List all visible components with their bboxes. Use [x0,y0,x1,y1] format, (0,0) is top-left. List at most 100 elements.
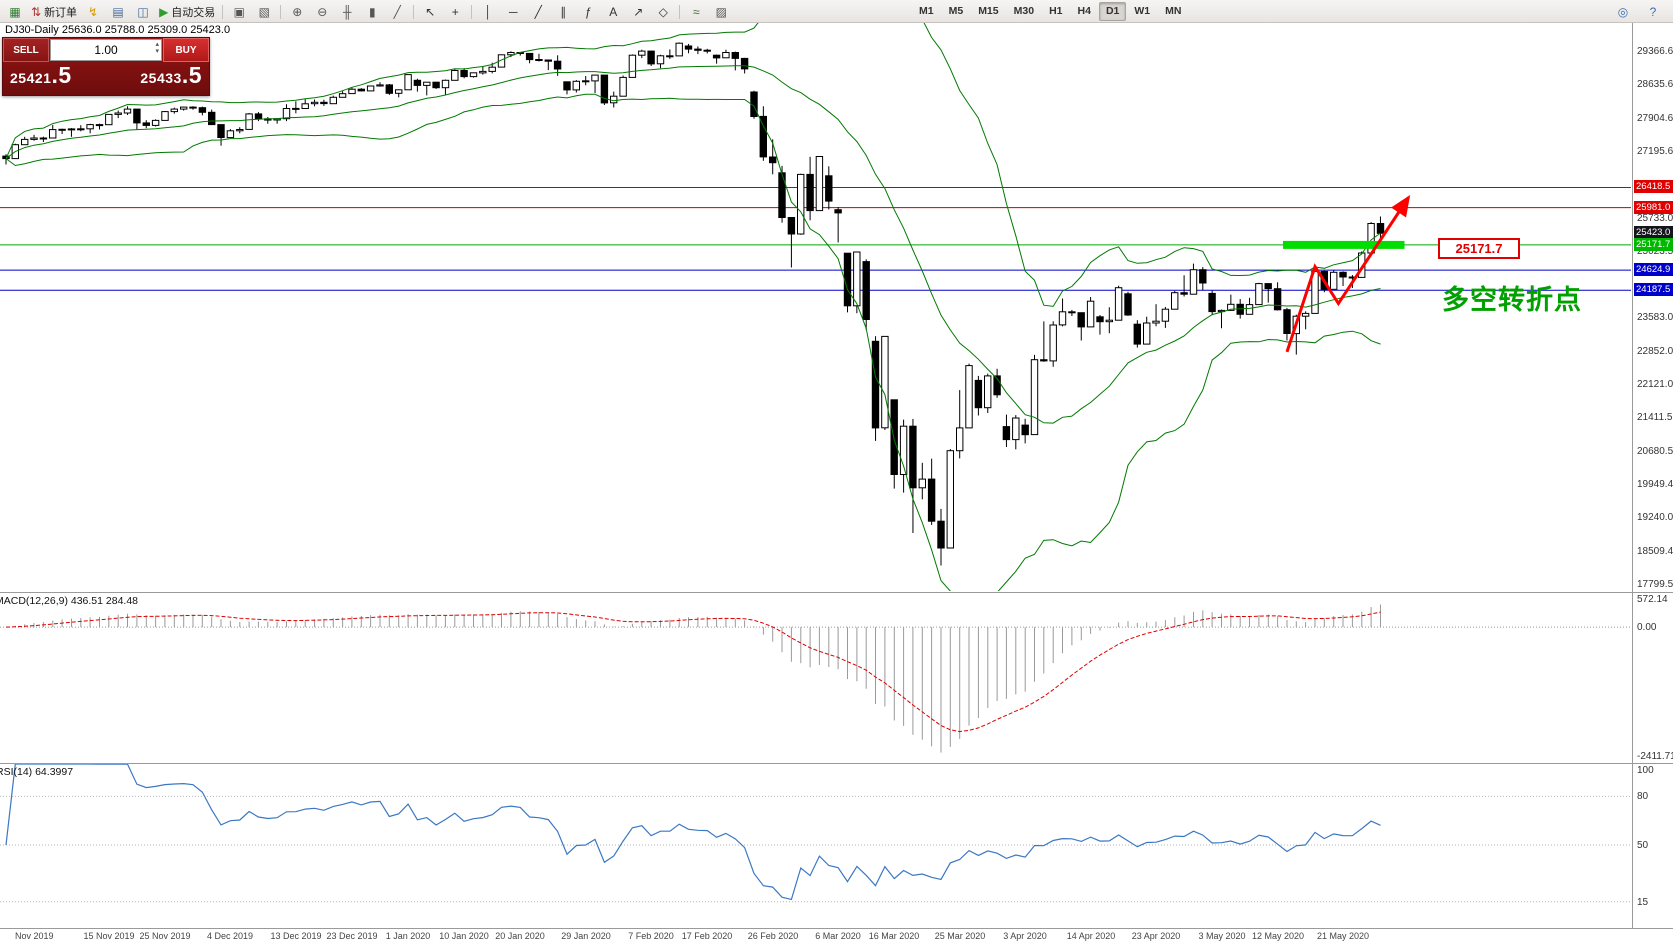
volume-spinner[interactable]: ▴ ▾ [155,41,159,55]
data-window-icon[interactable]: ◫ [131,2,155,22]
toolbar-separator [471,5,473,19]
templates-icon: ▨ [715,5,727,19]
market-watch-icon[interactable]: ▤ [106,2,130,22]
cursor-icon: ↖ [425,5,436,19]
crosshair-icon[interactable]: + [443,2,467,22]
sell-button[interactable]: SELL [3,38,49,62]
cascade-windows-icon[interactable]: ▧ [252,2,276,22]
toolbar-separator [679,5,681,19]
auto-trading-button[interactable]: ▶ 自动交易 [156,2,218,22]
crosshair-icon: + [451,5,459,19]
new-order-icon: ⇅ [31,5,42,19]
volume-value: 1.00 [94,43,118,57]
timeframe-d1[interactable]: D1 [1098,2,1127,21]
timeframe-m30[interactable]: M30 [1013,5,1035,17]
timeframe-m5[interactable]: M5 [948,5,964,17]
macd-panel-layer [0,604,1631,753]
buy-button[interactable]: BUY [163,38,209,62]
one-click-trading-panel: SELL 1.00 ▴ ▾ BUY 25421.5 25433.5 [2,37,210,96]
order-buttons-row: SELL 1.00 ▴ ▾ BUY [3,38,209,62]
new-order-button[interactable]: ⇅ 新订单 [28,2,80,22]
timeframe-m1[interactable]: M1 [919,5,934,17]
new-order-label: 新订单 [44,7,78,19]
timeframe-h1[interactable]: H1 [1049,5,1063,17]
toolbar: ▦ ⇅ 新订单 ↯ ▤ ◫ ▶ 自动交易 ▣ ▧ ⊕ ⊖ ╫ ▮ ╱ ↖ + │ ─ ╱ ∥ ƒ A ↗ ◇ ≈ ▨ M1 M5 M15… [0,0,1673,23]
toolbar-separator [413,5,415,19]
bar-chart-icon[interactable]: ╫ [335,2,359,22]
order-prices-row: 25421.5 25433.5 [3,62,209,88]
buy-price: 25433.5 [140,62,202,88]
line-chart-icon[interactable]: ╱ [385,2,409,22]
cursor-icon[interactable]: ↖ [418,2,442,22]
zoom-in-icon: ⊕ [292,5,303,19]
timeframe-m15[interactable]: M15 [978,5,999,17]
line-chart-icon: ╱ [393,5,401,19]
equidistant-channel-icon[interactable]: ∥ [551,2,575,22]
toolbar-separator [222,5,224,19]
chart-title: DJ30-Daily 25636.0 25788.0 25309.0 25423… [5,24,231,36]
volume-up-icon[interactable]: ▴ [155,41,159,48]
macd-signal-line [5,611,1381,733]
zoom-out-icon[interactable]: ⊖ [310,2,334,22]
new-chart-icon[interactable]: ▦ [3,2,27,22]
trendline-icon: ╱ [534,5,542,19]
quick-trade-icon[interactable]: ↯ [81,2,105,22]
horizontal-line-icon: ─ [509,5,518,19]
toolbar-right-group: ◎? [1611,2,1665,22]
zoom-in-icon[interactable]: ⊕ [285,2,309,22]
market-watch-icon: ▤ [112,5,124,19]
search-icon: ◎ [1617,5,1629,19]
help-icon: ? [1649,5,1657,19]
timeframe-w1[interactable]: W1 [1134,5,1151,17]
rsi-label: RSI(14) 64.3997 [0,766,74,778]
auto-trading-label: 自动交易 [171,7,216,19]
tile-windows-icon: ▣ [233,5,245,19]
volume-down-icon[interactable]: ▾ [155,48,159,55]
text-label-icon: A [609,5,618,19]
bar-chart-icon: ╫ [343,5,352,19]
equidistant-channel-icon: ∥ [560,5,567,19]
candlestick-chart-icon[interactable]: ▮ [360,2,384,22]
search-icon[interactable]: ◎ [1611,2,1635,22]
templates-icon[interactable]: ▨ [709,2,733,22]
macd-label: MACD(12,26,9) 436.51 284.48 [0,595,139,607]
shapes-tool-icon[interactable]: ◇ [651,2,675,22]
bollinger-upper-band [5,23,1381,307]
vertical-line-icon: │ [484,5,493,19]
panel-frame [0,22,1673,929]
timeframe-toolbar: M1 M5 M15 M30 H1 H4 D1 W1 MN [912,2,1188,21]
price-level-label: 25171.7 [1438,238,1520,259]
auto-trading-icon: ▶ [159,5,169,19]
zoom-out-icon: ⊖ [317,5,328,19]
timeframe-mn[interactable]: MN [1165,5,1182,17]
volume-input[interactable]: 1.00 ▴ ▾ [50,39,162,61]
fibonacci-icon[interactable]: ƒ [576,2,600,22]
indicators-icon[interactable]: ≈ [684,2,708,22]
text-label-icon[interactable]: A [601,2,625,22]
trendline-icon[interactable]: ╱ [526,2,550,22]
help-icon[interactable]: ? [1641,2,1665,22]
indicators-icon: ≈ [693,5,700,19]
turning-point-annotation: 多空转折点 [1442,285,1582,315]
main-chart-layer [0,23,1631,591]
timeframe-h4[interactable]: H4 [1077,5,1091,17]
arrows-tool-icon: ↗ [633,5,644,19]
rsi-line [5,764,1381,901]
vertical-line-icon[interactable]: │ [476,2,500,22]
horizontal-line-icon[interactable]: ─ [501,2,525,22]
quick-trade-icon: ↯ [88,5,99,19]
support-zone-highlight [1283,240,1405,249]
candles-series [2,42,1385,566]
arrows-tool-icon[interactable]: ↗ [626,2,650,22]
tile-windows-icon[interactable]: ▣ [227,2,251,22]
shapes-tool-icon: ◇ [658,5,668,19]
candlestick-chart-icon: ▮ [368,5,376,19]
fibonacci-icon: ƒ [584,5,592,19]
cascade-windows-icon: ▧ [258,5,270,19]
trend-arrow [1285,194,1411,353]
toolbar-left-group: ▦ ⇅ 新订单 ↯ ▤ ◫ ▶ 自动交易 ▣ ▧ ⊕ ⊖ ╫ ▮ ╱ ↖ + │ ─ ╱ ∥ ƒ A ↗ ◇ ≈ ▨ [3,2,733,22]
data-window-icon: ◫ [137,5,149,19]
bollinger-lower-band [5,93,1381,591]
